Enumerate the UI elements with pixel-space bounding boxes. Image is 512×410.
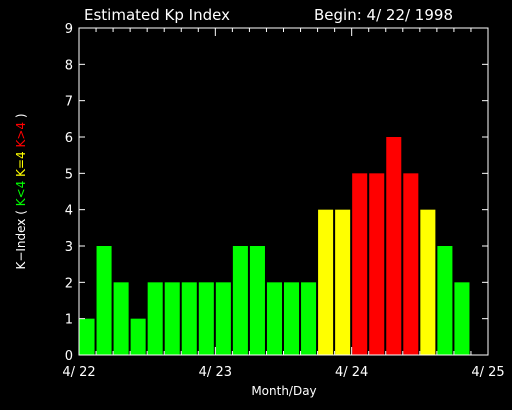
kp-bar: [215, 282, 231, 355]
y-axis-label-part: K<4: [14, 181, 28, 207]
kp-bar: [420, 209, 436, 355]
kp-bar: [369, 173, 385, 355]
kp-bar: [437, 246, 453, 355]
kp-bar: [130, 318, 146, 355]
x-tick-label: 4/ 22: [62, 365, 95, 380]
kp-bar: [403, 173, 419, 355]
kp-bar: [318, 209, 334, 355]
x-tick-label: 4/ 24: [335, 365, 368, 380]
y-tick-label: 3: [65, 240, 73, 255]
begin-date-label: Begin: 4/ 22/ 1998: [314, 6, 453, 24]
bars-group: [79, 137, 470, 355]
kp-bar: [301, 282, 317, 355]
kp-bar: [232, 246, 248, 355]
y-axis-label: K−Index ( K<4 K=4 K>4 ): [14, 113, 28, 269]
kp-bar: [96, 246, 112, 355]
kp-bar: [266, 282, 282, 355]
y-tick-label: 4: [65, 204, 73, 219]
kp-bar: [454, 282, 470, 355]
y-axis-label-part: K=4: [14, 151, 28, 180]
y-tick-label: 2: [65, 276, 73, 291]
axes-group: 0 1 2 3 4 5 6 7 8 9 4/ 22 4/ 23 4/ 24 4/ 25: [62, 22, 504, 380]
y-axis-label-part: ): [14, 113, 28, 122]
y-axis-label-part: K−Index (: [14, 206, 28, 269]
kp-bar: [181, 282, 197, 355]
kp-bar: [386, 137, 402, 355]
kp-bar: [335, 209, 351, 355]
y-tick-label: 7: [65, 95, 73, 110]
x-tick-label: 4/ 25: [471, 365, 504, 380]
y-tick-label: 8: [65, 58, 73, 73]
kp-bar: [249, 246, 265, 355]
y-tick-label: 9: [65, 22, 73, 37]
kp-bar: [147, 282, 163, 355]
y-tick-label: 5: [65, 167, 73, 182]
kp-bar: [352, 173, 368, 355]
x-axis-label: Month/Day: [251, 384, 316, 398]
y-tick-label: 6: [65, 131, 73, 146]
kp-bar: [79, 318, 95, 355]
y-tick-label: 1: [65, 313, 73, 328]
y-tick-label: 0: [65, 349, 73, 364]
kp-bar: [113, 282, 129, 355]
x-tick-label: 4/ 23: [199, 365, 232, 380]
kp-bar: [198, 282, 214, 355]
y-axis-label-part: K>4: [14, 122, 28, 151]
chart-title: Estimated Kp Index: [84, 6, 230, 24]
kp-bar: [164, 282, 180, 355]
kp-bar: [284, 282, 300, 355]
